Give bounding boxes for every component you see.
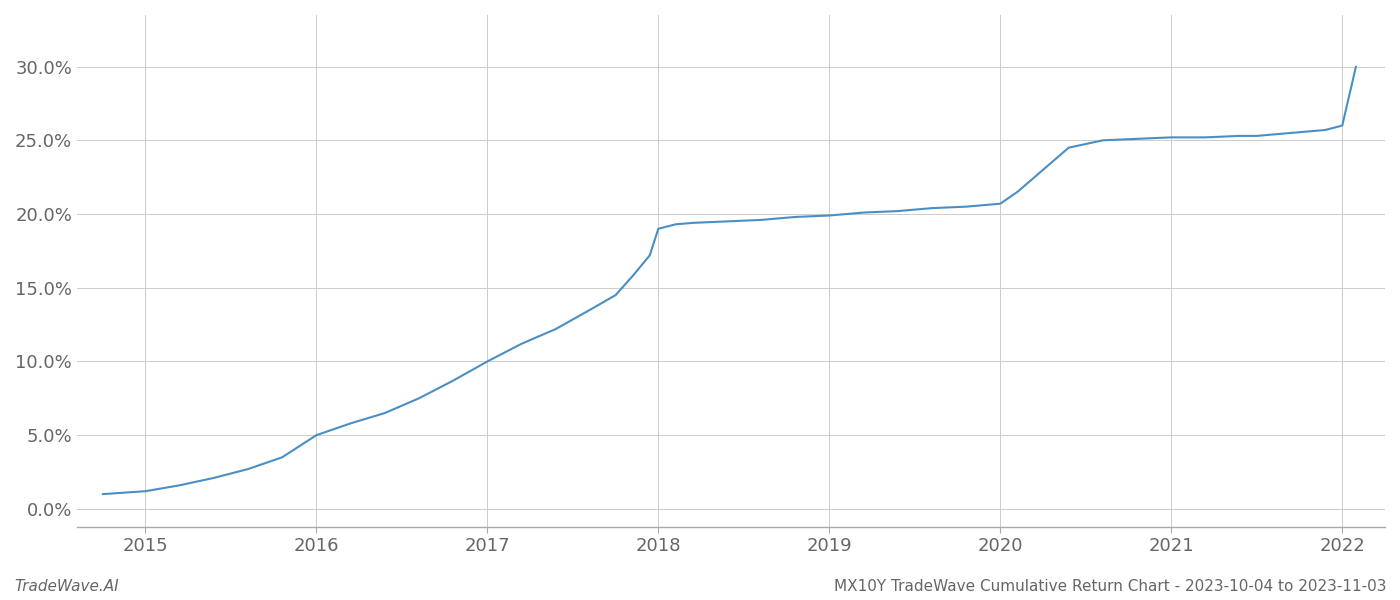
Text: MX10Y TradeWave Cumulative Return Chart - 2023-10-04 to 2023-11-03: MX10Y TradeWave Cumulative Return Chart … bbox=[833, 579, 1386, 594]
Text: TradeWave.AI: TradeWave.AI bbox=[14, 579, 119, 594]
